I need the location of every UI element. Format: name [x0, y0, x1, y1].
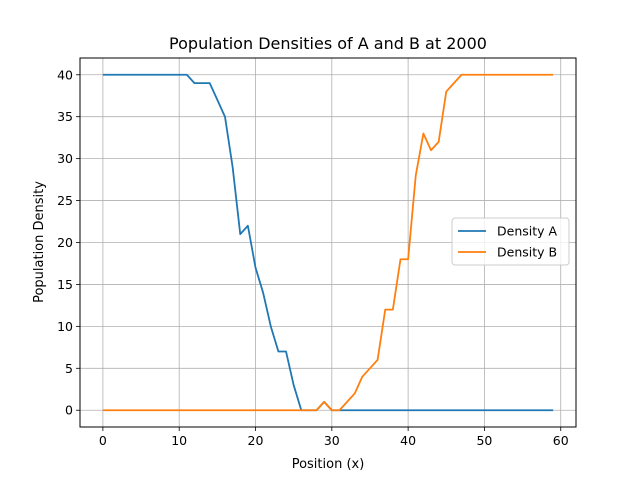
y-tick-label: 15 [57, 277, 73, 292]
y-tick-label: 5 [65, 361, 73, 376]
x-tick-label: 50 [476, 433, 492, 448]
y-tick-label: 10 [57, 319, 73, 334]
x-tick-label: 30 [324, 433, 340, 448]
y-tick-label: 0 [65, 403, 73, 418]
series-lines [102, 73, 554, 412]
axis-ticks: 0 10 20 30 40 50 60 0 5 10 15 20 25 30 35 40 [57, 67, 569, 448]
y-tick-label: 35 [57, 109, 73, 124]
chart-title: Population Densities of A and B at 2000 [169, 34, 487, 53]
y-axis-label: Population Density [32, 181, 47, 303]
legend: Density A Density B [451, 217, 570, 266]
x-tick-label: 10 [171, 433, 187, 448]
x-axis-label: Position (x) [292, 457, 365, 472]
x-tick-label: 40 [400, 433, 416, 448]
legend-label: Density A [497, 224, 557, 239]
y-tick-label: 40 [57, 67, 73, 82]
y-tick-label: 30 [57, 151, 73, 166]
y-tick-label: 25 [57, 193, 73, 208]
y-tick-label: 20 [57, 235, 73, 250]
legend-label: Density B [497, 245, 557, 260]
x-tick-label: 0 [99, 433, 107, 448]
series-line-density-b [102, 73, 554, 412]
x-tick-label: 20 [248, 433, 264, 448]
legend-box [451, 217, 570, 266]
x-tick-label: 60 [553, 433, 569, 448]
